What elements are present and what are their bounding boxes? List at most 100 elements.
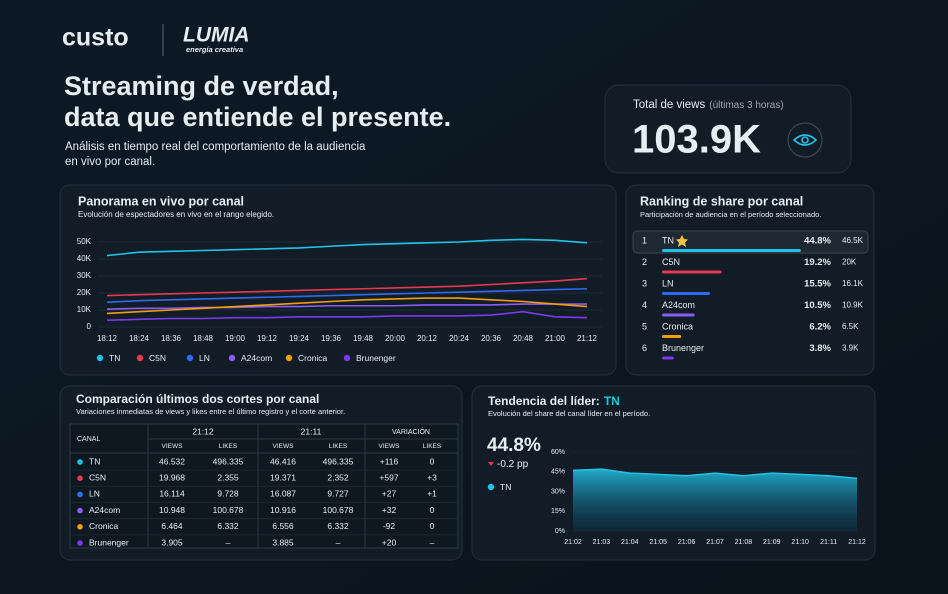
leader-name: TN xyxy=(604,394,620,408)
table-cell: 3.885 xyxy=(272,537,294,547)
legend-swatch xyxy=(186,354,194,362)
table-cell: +116 xyxy=(380,456,399,466)
down-arrow xyxy=(488,462,494,466)
table-cell: +32 xyxy=(382,505,397,515)
channel-name: Brunenger xyxy=(662,343,704,353)
table-cell: 19.968 xyxy=(159,472,185,482)
channel-name: A24com xyxy=(89,505,120,515)
area-line xyxy=(572,468,858,480)
x-tick-label: 21:06 xyxy=(678,539,696,546)
channel-name: C5N xyxy=(89,472,106,482)
share-bar xyxy=(662,292,711,295)
share-bar xyxy=(662,335,682,338)
x-tick-label: 19:24 xyxy=(289,334,310,343)
rank-number: 3 xyxy=(642,278,647,288)
x-tick-label: 19:12 xyxy=(257,334,278,343)
x-tick-label: 21:04 xyxy=(621,539,639,546)
share-label: 15.5% xyxy=(804,279,831,290)
table-cell: 0 xyxy=(430,456,435,466)
x-tick-label: 21:05 xyxy=(649,539,667,546)
x-tick-label: 21:10 xyxy=(791,539,809,546)
logo-custo: custo xyxy=(62,24,129,52)
table-title: Comparación últimos dos cortes por canal xyxy=(76,392,319,406)
rank-number: 1 xyxy=(642,235,647,245)
x-tick-label: 20:00 xyxy=(385,334,406,343)
y-tick-label: 60% xyxy=(551,449,565,456)
y-tick-label: 30K xyxy=(77,271,92,280)
channel-dot xyxy=(77,507,83,514)
sub-header: LIKES xyxy=(219,443,238,450)
views-label: 10.9K xyxy=(842,301,864,310)
share-bar xyxy=(662,270,722,274)
table-cell: 0 xyxy=(430,521,435,531)
ranking-title: Ranking de share por canal xyxy=(640,194,803,208)
channel-dot xyxy=(77,524,83,530)
x-tick-label: 20:36 xyxy=(481,334,502,343)
share-label: 6.2% xyxy=(809,322,831,333)
table-cell: +27 xyxy=(382,489,397,499)
table-cell: 496.335 xyxy=(323,456,354,466)
panorama-card xyxy=(59,184,617,376)
table-cell: +20 xyxy=(382,537,397,547)
share-bar xyxy=(662,249,801,252)
series-line xyxy=(106,287,588,304)
share-bar xyxy=(662,313,695,317)
share-change: -0.2 pp xyxy=(497,459,529,470)
x-tick-label: 20:24 xyxy=(449,334,470,343)
y-tick-label: 10K xyxy=(77,305,92,314)
channel-name: A24com xyxy=(662,300,695,310)
table-cell: 0 xyxy=(430,505,435,515)
x-tick-label: 21:00 xyxy=(545,334,566,343)
rank-number: 5 xyxy=(642,321,647,331)
table-cell: – xyxy=(226,537,231,547)
table-cell: +3 xyxy=(427,472,437,482)
series-line xyxy=(106,303,587,310)
views-label: 16.1K xyxy=(842,279,864,288)
table-cell: 6.332 xyxy=(217,521,239,531)
sub-header: VIEWS xyxy=(162,443,184,450)
table-cell: 2.355 xyxy=(217,472,239,482)
y-tick-label: 30% xyxy=(551,488,565,495)
kpi-value: 103.9K xyxy=(632,118,761,162)
table-cell: 496.335 xyxy=(213,456,244,466)
legend-swatch xyxy=(285,354,293,362)
x-tick-label: 19:48 xyxy=(353,334,374,343)
x-tick-label: 20:48 xyxy=(513,334,534,343)
group-header: 21:11 xyxy=(301,426,322,436)
table-cell: 46.532 xyxy=(159,456,185,466)
rank-number: 4 xyxy=(642,300,647,310)
x-tick-label: 21:11 xyxy=(820,539,837,546)
y-tick-label: 20K xyxy=(77,288,92,297)
x-tick-label: 21:12 xyxy=(577,334,598,343)
y-tick-label: 0% xyxy=(555,528,565,535)
group-header: 21:12 xyxy=(192,426,214,436)
sub-header: VIEWS xyxy=(273,443,295,450)
y-tick-label: 0 xyxy=(87,322,92,331)
channel-name: Brunenger xyxy=(89,537,129,547)
channel-name: TN xyxy=(89,456,100,466)
y-tick-label: 15% xyxy=(551,508,565,515)
legend-label: LN xyxy=(199,353,210,363)
legend-label: Cronica xyxy=(298,353,328,363)
table-cell: 100.678 xyxy=(213,505,244,515)
legend-label: Brunenger xyxy=(356,353,396,363)
eye-icon xyxy=(787,122,823,158)
hero-title: Streaming de verdad, xyxy=(64,71,339,101)
kpi-card xyxy=(604,84,852,174)
channel-name: TN xyxy=(662,235,674,245)
y-tick-label: 50K xyxy=(77,237,92,246)
channel-name: C5N xyxy=(662,257,680,267)
star-icon xyxy=(676,235,688,247)
rank-number: 6 xyxy=(642,343,647,353)
table-cell: 6.332 xyxy=(327,521,349,531)
views-label: 20K xyxy=(842,258,857,267)
table-cell: 46.416 xyxy=(270,456,296,466)
channel-name: Cronica xyxy=(89,521,119,531)
share-label: 19.2% xyxy=(804,257,831,268)
chart-subtitle: Evolución del share del canal líder en e… xyxy=(488,409,650,418)
series-line xyxy=(106,310,588,321)
column-header: CANAL xyxy=(77,436,100,443)
logo-lumia: LUMIA xyxy=(183,24,250,47)
series-line xyxy=(106,297,588,315)
legend-label: TN xyxy=(500,482,511,492)
